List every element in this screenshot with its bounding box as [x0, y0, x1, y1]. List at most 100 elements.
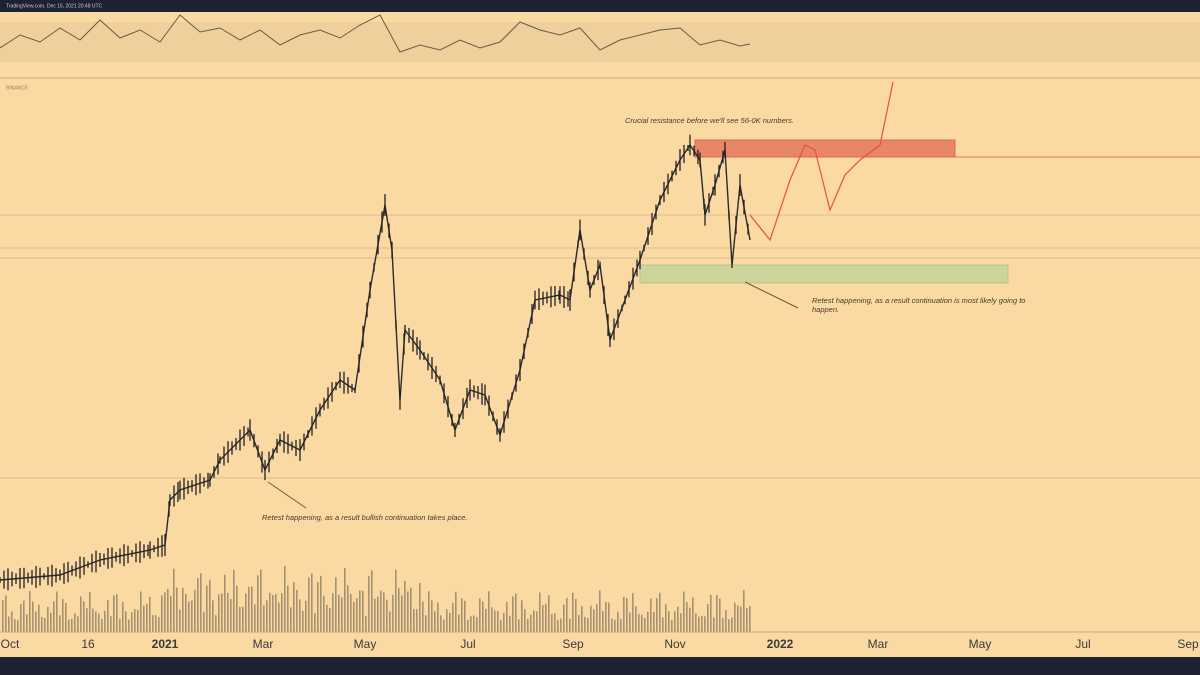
volume-bar	[713, 617, 715, 632]
volume-bar	[14, 619, 16, 632]
volume-bar	[644, 617, 646, 632]
x-tick-label: Nov	[664, 637, 685, 651]
volume-bar	[626, 598, 628, 632]
volume-bar	[545, 603, 547, 632]
volume-bar	[110, 616, 112, 632]
volume-bar	[239, 606, 241, 632]
volume-bar	[527, 619, 529, 632]
volume-bar	[611, 618, 613, 632]
volume-bar	[323, 595, 325, 632]
volume-bar	[662, 617, 664, 632]
volume-bar	[269, 592, 271, 632]
volume-bar	[41, 616, 43, 632]
volume-bar	[164, 592, 166, 632]
volume-bar	[161, 595, 163, 632]
volume-bar	[746, 608, 748, 632]
volume-bar	[185, 594, 187, 632]
volume-bar	[326, 604, 328, 632]
volume-bar	[257, 575, 259, 632]
volume-bar	[407, 591, 409, 632]
volume-bar	[290, 607, 292, 632]
volume-bar	[191, 600, 193, 632]
volume-bar	[281, 593, 283, 632]
x-tick-label: Jul	[1075, 637, 1090, 651]
volume-bar	[50, 612, 52, 632]
volume-bar	[413, 608, 415, 632]
x-tick-label: 2021	[152, 637, 179, 651]
volume-bar	[350, 593, 352, 632]
x-tick-label: 2022	[767, 637, 794, 651]
volume-bar	[173, 568, 175, 632]
volume-bar	[356, 598, 358, 632]
volume-bar	[695, 613, 697, 632]
x-tick-label: Sep	[562, 637, 584, 651]
volume-bar	[260, 569, 262, 632]
volume-bar	[242, 606, 244, 632]
volume-bar	[122, 601, 124, 632]
volume-bar	[749, 605, 751, 632]
volume-bar	[578, 614, 580, 632]
volume-bar	[434, 611, 436, 632]
volume-bar	[596, 604, 598, 632]
volume-bar	[302, 610, 304, 632]
volume-bar	[152, 615, 154, 632]
volume-bar	[353, 601, 355, 632]
volume-bar	[47, 606, 49, 632]
volume-bar	[35, 611, 37, 632]
volume-bar	[557, 619, 559, 632]
volume-bar	[380, 590, 382, 632]
volume-bar	[461, 598, 463, 632]
top-bar	[0, 0, 1200, 12]
volume-bar	[188, 601, 190, 632]
volume-bar	[167, 588, 169, 632]
x-tick-label: Mar	[868, 637, 889, 651]
volume-bar	[722, 618, 724, 632]
volume-bar	[347, 585, 349, 632]
volume-bar	[464, 600, 466, 632]
arrow	[744, 281, 799, 309]
volume-bar	[341, 597, 343, 632]
volume-bar	[89, 592, 91, 632]
projection-line	[749, 81, 894, 242]
volume-bar	[509, 615, 511, 632]
volume-bar	[227, 592, 229, 632]
volume-bar	[17, 619, 19, 632]
volume-bar	[284, 565, 286, 632]
volume-bar	[56, 591, 58, 632]
volume-bar	[320, 575, 322, 632]
watermark: TradingView.com, Dec 15, 2021 20:48 UTC	[6, 3, 103, 9]
volume-bar	[455, 591, 457, 632]
x-tick-label: Jul	[460, 637, 475, 651]
volume-bar	[515, 593, 517, 632]
volume-bar	[77, 616, 79, 632]
volume-bar	[278, 602, 280, 632]
volume-bar	[698, 616, 700, 632]
volume-bar	[395, 569, 397, 632]
volume-bar	[344, 568, 346, 632]
volume-bar	[542, 605, 544, 632]
volume-bar	[377, 596, 379, 632]
volume-bar	[641, 614, 643, 632]
volume-bar	[233, 569, 235, 632]
volume-bar	[53, 601, 55, 632]
volume-bar	[146, 603, 148, 632]
volume-bar	[635, 606, 637, 632]
volume-bar	[179, 609, 181, 632]
volume-bar	[11, 611, 13, 632]
volume-bar	[488, 591, 490, 632]
volume-bar	[629, 612, 631, 632]
volume-bar	[740, 606, 742, 632]
volume-bar	[671, 619, 673, 632]
volume-bar	[737, 605, 739, 632]
volume-bar	[125, 611, 127, 632]
volume-bar	[449, 612, 451, 632]
volume-bar	[383, 592, 385, 632]
volume-bar	[422, 601, 424, 632]
volume-bar	[92, 608, 94, 632]
volume-bar	[392, 594, 394, 632]
volume-bar	[476, 617, 478, 632]
volume-bar	[482, 601, 484, 632]
volume-bar	[206, 585, 208, 632]
arrow	[267, 481, 307, 509]
